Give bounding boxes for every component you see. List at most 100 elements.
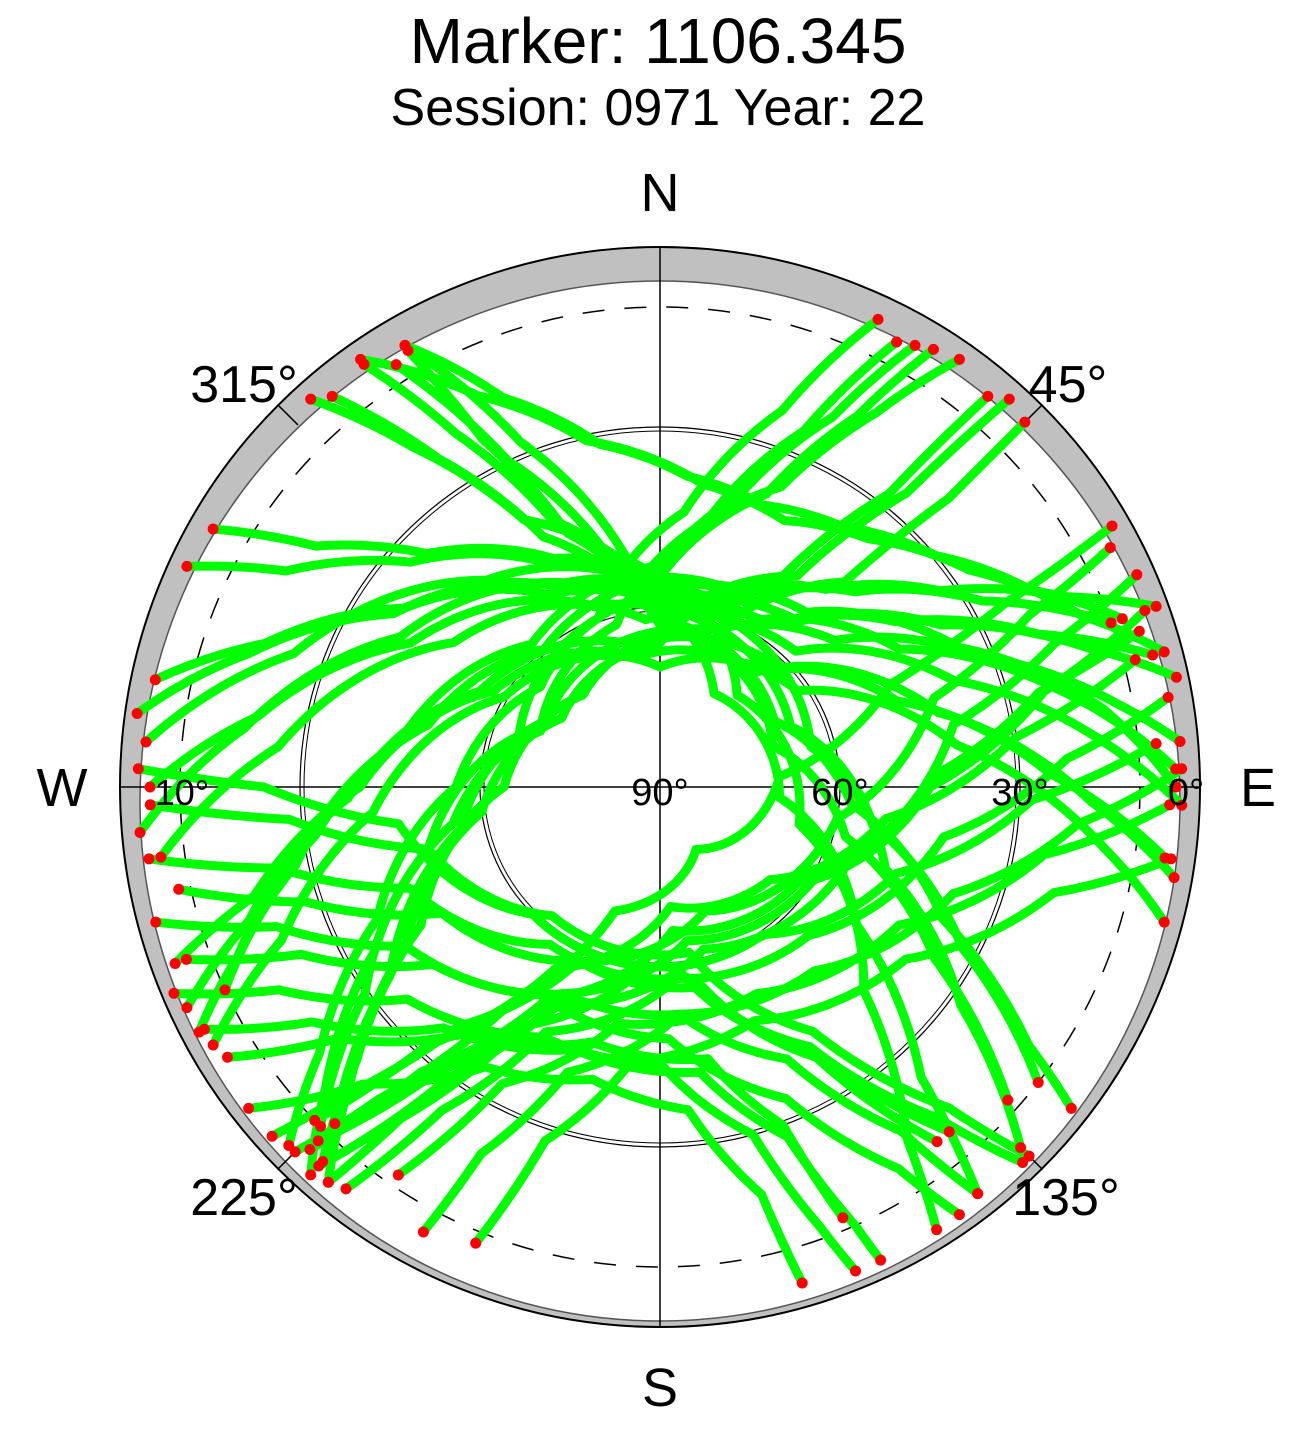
track-endpoint-21-1 — [305, 1169, 317, 1181]
track-endpoint-20-0 — [953, 353, 965, 365]
track-endpoint-43-1 — [943, 1126, 955, 1138]
track-endpoint-7-0 — [134, 826, 146, 838]
track-endpoint-8-1 — [1176, 799, 1188, 811]
track-endpoint-47-0 — [243, 1102, 255, 1114]
satellite-track-16 — [306, 394, 1026, 1153]
track-endpoint-40-0 — [173, 883, 185, 895]
satellite-tracks — [131, 313, 1188, 1289]
track-endpoint-6-1 — [1174, 736, 1186, 748]
satellite-track-30 — [341, 692, 1173, 1194]
track-endpoint-44-0 — [198, 1023, 210, 1035]
track-endpoint-42-1 — [1023, 1150, 1035, 1162]
track-endpoint-27-1 — [266, 1130, 278, 1142]
track-endpoint-33-0 — [1129, 654, 1141, 666]
track-endpoint-30-1 — [340, 1183, 352, 1195]
elevation-grid — [120, 247, 1200, 1327]
azimuth-label-135: 135° — [1012, 1169, 1120, 1227]
track-endpoint-33-1 — [309, 1114, 321, 1126]
track-endpoint-24-0 — [982, 390, 994, 402]
chart-subtitle: Session: 0971 Year: 22 — [390, 79, 926, 137]
track-endpoint-28-1 — [312, 1135, 324, 1147]
track-endpoint-0-1 — [1116, 613, 1128, 625]
track-endpoint-9-1 — [1170, 781, 1182, 793]
track-endpoint-35-0 — [1176, 763, 1188, 775]
track-endpoint-4-0 — [149, 674, 161, 686]
track-endpoint-16-0 — [305, 393, 317, 405]
track-endpoint-29-1 — [313, 1160, 325, 1172]
track-endpoint-14-0 — [358, 358, 370, 370]
track-endpoint-14-1 — [1032, 1077, 1044, 1089]
elevation-label-0: 0° — [1168, 772, 1204, 814]
track-endpoint-31-0 — [1150, 738, 1162, 750]
track-endpoint-31-1 — [322, 1176, 334, 1188]
compass-south: S — [642, 1358, 678, 1418]
track-endpoint-20-1 — [219, 984, 231, 996]
track-endpoint-18-0 — [399, 339, 411, 351]
track-endpoint-18-1 — [931, 1224, 943, 1236]
track-endpoint-43-0 — [132, 763, 144, 775]
track-endpoint-34-1 — [304, 1144, 316, 1156]
azimuth-tick-315 — [277, 404, 299, 426]
track-endpoint-10-0 — [169, 957, 181, 969]
satellite-track-26 — [318, 417, 1030, 1166]
track-endpoint-34-0 — [1139, 605, 1151, 617]
track-endpoint-15-0 — [326, 390, 338, 402]
track-endpoint-6-0 — [144, 781, 156, 793]
elevation-label-10: 10° — [155, 772, 209, 813]
satellite-track-38 — [181, 949, 983, 1199]
track-endpoint-40-1 — [931, 1136, 943, 1148]
track-endpoint-45-0 — [221, 1051, 233, 1063]
track-endpoint-38-1 — [972, 1188, 984, 1200]
track-endpoint-21-0 — [891, 336, 903, 348]
track-endpoint-25-0 — [1003, 393, 1015, 405]
satellite-track-43 — [133, 764, 954, 1137]
track-endpoint-30-0 — [1162, 691, 1174, 703]
satellite-track-28 — [313, 570, 1142, 1146]
satellite-track-36 — [290, 521, 1117, 1157]
track-endpoint-5-0 — [131, 708, 143, 720]
track-endpoint-37-1 — [470, 1237, 482, 1249]
track-endpoint-26-0 — [1019, 416, 1031, 428]
track-endpoint-3-0 — [181, 560, 193, 572]
axis-labels: N S E W 45° 135° 225° 315° 0° 10° 30° 60° 90° — [37, 163, 1277, 1418]
satellite-track-31 — [323, 739, 1161, 1187]
track-endpoint-29-0 — [1133, 625, 1145, 637]
satellite-track-23 — [284, 340, 920, 1150]
track-endpoint-12-0 — [207, 1039, 219, 1051]
track-endpoint-23-0 — [909, 339, 921, 351]
track-endpoint-19-0 — [927, 343, 939, 355]
satellite-track-14 — [359, 359, 1043, 1087]
azimuth-label-225: 225° — [190, 1169, 298, 1227]
track-endpoint-25-1 — [329, 1118, 341, 1130]
track-endpoint-28-0 — [1131, 569, 1143, 581]
chart-title: Marker: 1106.345 — [409, 5, 907, 77]
track-endpoint-16-1 — [1015, 1142, 1027, 1154]
track-endpoint-47-1 — [796, 1277, 808, 1289]
elevation-label-90: 90° — [631, 772, 688, 814]
satellite-track-41 — [144, 854, 1028, 1167]
track-endpoint-32-0 — [1164, 799, 1176, 811]
track-endpoint-8-0 — [155, 851, 167, 863]
track-endpoint-37-0 — [1165, 853, 1177, 865]
track-endpoint-41-0 — [143, 853, 155, 865]
track-endpoint-38-0 — [180, 953, 192, 965]
elevation-label-30: 30° — [991, 772, 1048, 814]
compass-west: W — [37, 758, 88, 818]
compass-east: E — [1240, 758, 1276, 818]
satellite-track-42 — [145, 800, 1034, 1161]
elevation-label-60: 60° — [811, 772, 868, 814]
track-endpoint-22-0 — [872, 313, 884, 325]
track-endpoint-2-1 — [1150, 600, 1162, 612]
track-endpoint-1-1 — [1158, 646, 1170, 658]
satellite-track-47 — [244, 1062, 807, 1288]
track-endpoint-12-1 — [1158, 916, 1170, 928]
compass-north: N — [641, 163, 680, 223]
satellite-track-17 — [391, 360, 983, 1199]
track-endpoint-42-0 — [144, 799, 156, 811]
track-endpoint-13-1 — [1065, 1102, 1077, 1114]
track-endpoint-44-1 — [875, 1254, 887, 1266]
satellite-track-12 — [208, 650, 1169, 1050]
track-endpoint-17-0 — [390, 359, 402, 371]
track-endpoint-36-1 — [289, 1146, 301, 1158]
